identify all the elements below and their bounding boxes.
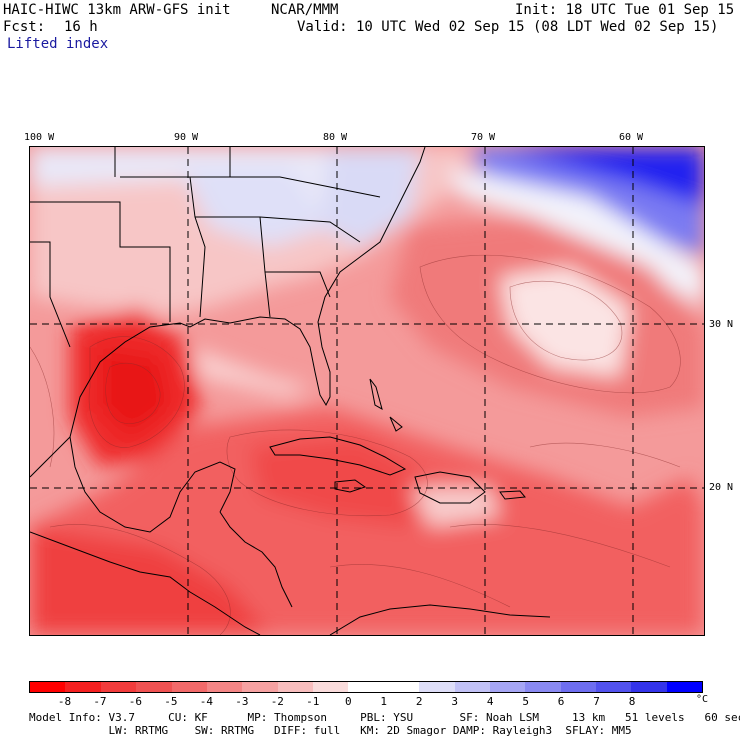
lon-label-100w: 100 W: [24, 132, 55, 143]
org-label: NCAR/MMM: [271, 2, 339, 18]
model-info-line1: Model Info: V3.7 CU: KF MP: Thompson PBL…: [29, 711, 740, 724]
colorbar-swatch: [596, 682, 632, 692]
contour-lines: [30, 254, 681, 635]
colorbar-tick-label: -2: [270, 695, 284, 708]
lifted-index-map: [29, 146, 705, 636]
colorbar-swatch: [136, 682, 172, 692]
colorbar-tick-label: 7: [593, 695, 600, 708]
colorbar-tick-label: 2: [415, 695, 423, 708]
colorbar-tick-label: -1: [306, 695, 320, 708]
shading-field: [30, 147, 704, 635]
lat-label-30n: 30 N: [709, 319, 734, 330]
coastlines: [30, 147, 551, 635]
colorbar-tick-label: -8: [57, 695, 72, 708]
colorbar-tick-label: -7: [93, 695, 107, 708]
colorbar-tick-label: 3: [451, 695, 458, 708]
lat-label-20n: 20 N: [709, 482, 734, 493]
colorbar-swatch: [171, 682, 207, 692]
init-time: Init: 18 UTC Tue 01 Sep 15: [515, 2, 735, 18]
colorbar-swatch: [419, 682, 455, 692]
forecast-label: Fcst:: [3, 19, 46, 35]
colorbar-swatch: [489, 682, 526, 692]
colorbar-tick-label: -6: [128, 695, 143, 708]
colorbar-swatch: [525, 682, 561, 692]
colorbar-tick-label: 6: [557, 695, 565, 708]
colorbar-swatch: [348, 682, 384, 692]
colorbar-swatch: [560, 682, 596, 692]
lon-label-90w: 90 W: [174, 132, 199, 143]
field-name: Lifted index: [7, 36, 109, 52]
colorbar-tick-label: -3: [235, 695, 249, 708]
colorbar-ticks: -8 -7 -6 -5 -4 -3 -2 -1 0 1 2 3 4 5 6 7 8: [29, 695, 703, 709]
graticule: [30, 147, 704, 635]
colorbar-tick-label: -4: [199, 695, 213, 708]
lon-label-60w: 60 W: [619, 132, 644, 143]
colorbar-swatch: [277, 682, 313, 692]
colorbar-swatch: [383, 682, 420, 692]
colorbar-swatch: [30, 682, 66, 692]
colorbar-swatch: [65, 682, 101, 692]
colorbar-swatch: [242, 682, 278, 692]
colorbar-tick-label: 1: [380, 695, 388, 708]
colorbar-swatch: [313, 682, 349, 692]
colorbar-swatch: [100, 682, 137, 692]
colorbar-tick-label: 0: [344, 695, 352, 708]
lon-label-70w: 70 W: [471, 132, 496, 143]
colorbar-swatch: [206, 682, 243, 692]
colorbar: [29, 681, 703, 693]
lon-label-80w: 80 W: [323, 132, 348, 143]
colorbar-tick-label: 4: [486, 695, 494, 708]
colorbar-tick-label: 8: [628, 695, 636, 708]
model-title: HAIC-HIWC 13km ARW-GFS init: [3, 2, 231, 18]
model-info-line2: LW: RRTMG SW: RRTMG DIFF: full KM: 2D Sm…: [29, 724, 632, 737]
colorbar-swatch: [631, 682, 667, 692]
colorbar-swatch: [454, 682, 490, 692]
forecast-hour: 16 h: [64, 19, 98, 35]
map-canvas: [30, 147, 704, 635]
colorbar-tick-label: -5: [164, 695, 178, 708]
colorbar-unit: °C: [696, 694, 709, 705]
colorbar-tick-label: 5: [522, 695, 529, 708]
valid-time: Valid: 10 UTC Wed 02 Sep 15 (08 LDT Wed …: [297, 19, 719, 35]
colorbar-swatch: [666, 682, 703, 692]
